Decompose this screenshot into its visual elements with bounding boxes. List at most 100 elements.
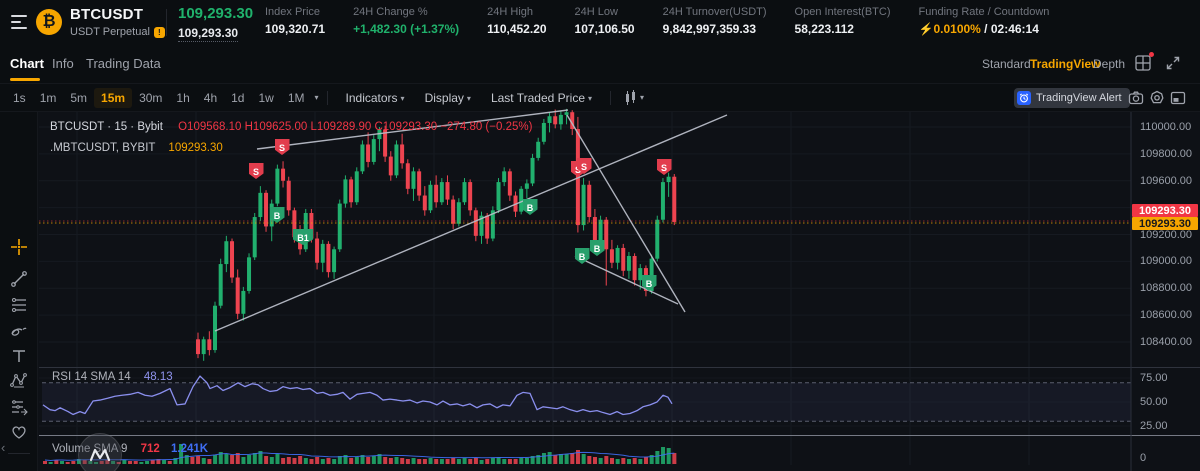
price-block: 109,293.30 109,293.30 (178, 5, 253, 42)
stat-value: 58,223.112 (794, 22, 854, 36)
buy-marker[interactable]: B (269, 207, 285, 223)
chart-canvas[interactable] (38, 112, 1200, 471)
timeframe-dropdown-caret[interactable]: ▾ (314, 92, 319, 102)
ticker-stat: 24H Low 107,106.50 (575, 6, 635, 36)
ticker-stat: Index Price 109,320.71 (265, 6, 325, 36)
timeframe-1h[interactable]: 1h (176, 91, 190, 105)
ohlc-open: O109568.10 (178, 121, 242, 133)
stat-value: +1,482.30 (+1.37%) (353, 22, 460, 36)
timeframe-1s[interactable]: 1s (13, 91, 26, 105)
buy-marker[interactable]: B (589, 240, 605, 256)
volume-value: 712 (140, 443, 160, 455)
price-axis-label: 109800.00 (1140, 147, 1192, 160)
stat-label: 24H Change % (353, 6, 428, 18)
last-price: 109,293.30 (178, 5, 254, 22)
buy-marker[interactable]: B (522, 199, 538, 215)
chart-mode-standard[interactable]: Standard (982, 57, 1031, 71)
mark-price[interactable]: 109,293.30 (178, 26, 239, 42)
price-axis-label: 109200.00 (1140, 228, 1192, 241)
chart-mode-depth[interactable]: Depth (1093, 57, 1126, 71)
pattern-tool-icon[interactable] (9, 371, 29, 391)
chart-style-caret[interactable]: ▾ (640, 92, 645, 102)
toolbar-separator (326, 91, 328, 105)
volume-axis-label: 0 (1140, 452, 1147, 464)
trendline-tool-icon[interactable] (9, 269, 29, 289)
stat-value: ⚡0.0100% / 02:46:14 (918, 22, 1039, 36)
toolbar-separator (610, 91, 612, 105)
text-tool-icon[interactable] (9, 346, 29, 366)
rsi-title: RSI 14 SMA 14 (52, 371, 131, 383)
sell-marker[interactable]: S (248, 163, 264, 179)
collapse-panel-chevron[interactable]: ‹ (1, 440, 6, 455)
overlay-series-legend: .MBTCUSDT, BYBIT 109293.30 (50, 142, 223, 154)
volume-legend: Volume SMA 9 712 1.241K (52, 443, 208, 455)
overlay-value: 109293.30 (168, 142, 223, 154)
position-tool-icon[interactable] (9, 396, 29, 416)
symbol-name[interactable]: BTCUSDT (70, 6, 144, 23)
alert-clock-icon (1017, 91, 1031, 105)
favorites-heart-icon[interactable] (9, 422, 29, 442)
stat-label: 24H Low (574, 6, 618, 18)
timeframe-1M[interactable]: 1M (287, 91, 305, 105)
tradingview-alert-button[interactable]: TradingView Alert (1014, 88, 1130, 108)
fib-lines-tool-icon[interactable] (9, 295, 29, 315)
chart-style-candles-icon[interactable] (623, 90, 637, 105)
buy-marker[interactable]: B (641, 275, 657, 291)
buy-marker[interactable]: B1 (293, 229, 313, 245)
rsi-legend: RSI 14 SMA 14 48.13 (52, 371, 173, 383)
timeframe-5m[interactable]: 5m (70, 91, 88, 105)
chart-toolbar: 1s 1m 5m 15m 30m 1h 4h 1d 1w 1M ▾ Indicators ▾ Displa… (0, 84, 1200, 112)
price-axis-label: 109000.00 (1140, 255, 1192, 268)
timeframe-15m[interactable]: 15m (94, 88, 133, 108)
stat-value: 109,320.71 (265, 22, 326, 36)
stat-label: 24H Turnover(USDT) (662, 6, 767, 18)
timeframe-4h[interactable]: 4h (203, 91, 218, 105)
sell-marker[interactable]: S (656, 159, 672, 175)
timeframe-1m[interactable]: 1m (39, 91, 57, 105)
drawing-tools-rail (0, 112, 38, 471)
price-axis-label: 110000.00 (1140, 121, 1192, 133)
timeframe-1w[interactable]: 1w (258, 91, 274, 105)
menu-indicators[interactable]: Indicators ▾ (345, 91, 405, 105)
buy-marker[interactable]: B (574, 248, 590, 264)
ohlc-change: −274.80 (−0.25%) (440, 121, 533, 133)
brush-tool-icon[interactable] (9, 320, 29, 340)
rail-separator (8, 453, 30, 454)
tab-chart[interactable]: Chart (10, 56, 44, 71)
badge-overlay: 109293.30 (1132, 217, 1198, 230)
symbol-block[interactable]: BTCUSDT USDT Perpetual ! (70, 6, 165, 38)
pip-window-icon[interactable] (1170, 90, 1186, 106)
menu-last-traded-price[interactable]: Last Traded Price ▾ (490, 91, 593, 105)
sell-marker[interactable]: S (576, 158, 592, 174)
price-axis-label: 109600.00 (1140, 174, 1192, 187)
timeframe-30m[interactable]: 30m (139, 91, 163, 105)
tab-trading-data[interactable]: Trading Data (86, 56, 161, 71)
fullscreen-icon[interactable] (1166, 56, 1180, 70)
warning-icon[interactable]: ! (153, 26, 165, 38)
chart-tabs-row: Chart Info Trading Data Standard Trading… (0, 45, 1200, 84)
crosshair-tool-icon[interactable] (9, 237, 29, 257)
notification-dot (1149, 52, 1154, 57)
camera-icon[interactable] (1128, 90, 1144, 106)
menu-display[interactable]: Display ▾ (424, 91, 471, 105)
stat-value: 107,106.50 (574, 22, 635, 36)
sell-marker[interactable]: S (274, 139, 290, 155)
rsi-axis-label: 50.00 (1140, 396, 1168, 408)
layout-grid-icon[interactable] (1135, 52, 1154, 71)
badge-last: 109293.30 (1132, 204, 1198, 217)
settings-gear-icon[interactable] (1149, 90, 1165, 106)
alert-button-label: TradingView Alert (1036, 92, 1122, 104)
chart-mode-tradingview[interactable]: TradingView (1030, 57, 1101, 71)
ticker-stat: 24H Turnover(USDT) 9,842,997,359.33 (663, 6, 767, 36)
active-tab-underline (10, 78, 40, 81)
stat-value: 9,842,997,359.33 (662, 22, 757, 36)
chat-widget-button[interactable] (78, 433, 122, 471)
tab-info[interactable]: Info (52, 56, 74, 71)
contract-type-label: USDT Perpetual (70, 26, 150, 38)
hamburger-menu-icon[interactable] (11, 14, 31, 30)
stat-label: Index Price (265, 6, 321, 18)
timeframe-1d[interactable]: 1d (231, 91, 245, 105)
timeframe-list: 1s 1m 5m 15m 30m 1h 4h 1d 1w 1M ▾ Indicators ▾ Displa… (6, 84, 644, 112)
